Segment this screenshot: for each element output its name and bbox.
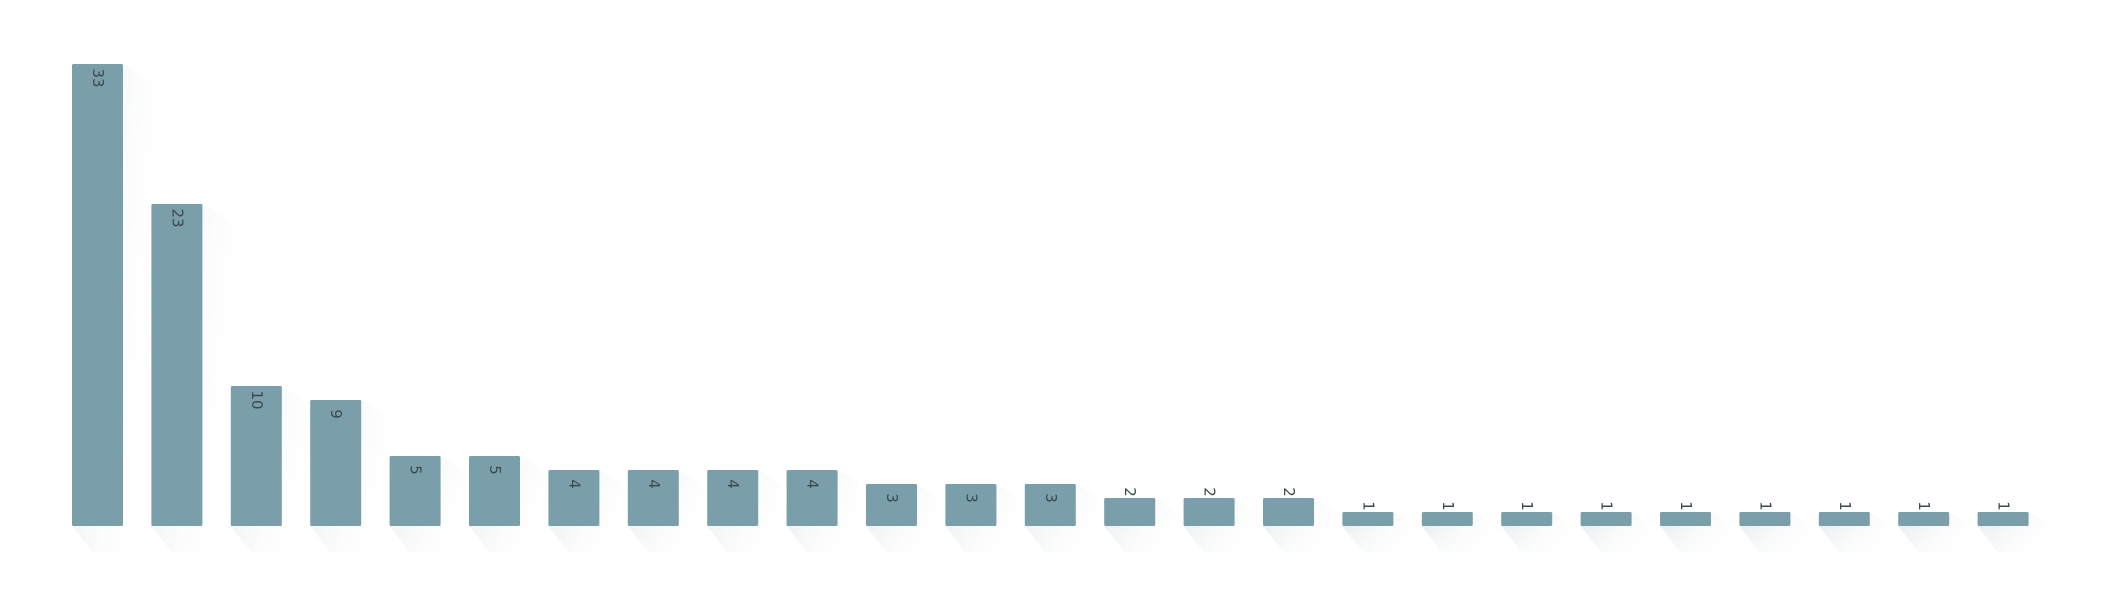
data-label: 33	[89, 68, 107, 87]
bar	[1501, 512, 1553, 526]
data-label: 4	[565, 479, 583, 489]
data-label: 10	[248, 390, 266, 409]
bar	[1580, 512, 1632, 526]
data-label: 2	[1121, 487, 1139, 497]
bar	[627, 470, 679, 526]
bar	[1739, 512, 1791, 526]
data-label: 3	[1042, 493, 1060, 503]
data-label: 1	[1518, 501, 1536, 511]
bar	[1977, 512, 2029, 526]
data-label: 4	[804, 479, 822, 489]
data-label: 2	[1201, 487, 1219, 497]
bar	[310, 400, 362, 526]
data-label: 1	[1756, 501, 1774, 511]
data-label: 4	[645, 479, 663, 489]
data-label: 5	[407, 465, 425, 475]
data-label: 1	[1439, 501, 1457, 511]
bar	[1104, 498, 1156, 526]
bar	[1342, 512, 1394, 526]
bar	[548, 470, 600, 526]
bar	[945, 484, 997, 526]
data-label: 4	[724, 479, 742, 489]
bar	[707, 470, 759, 526]
data-label: 3	[962, 493, 980, 503]
bar	[389, 456, 441, 526]
bar	[1818, 512, 1870, 526]
bar	[1024, 484, 1076, 526]
bar	[469, 456, 520, 526]
data-label: 5	[486, 465, 504, 475]
bar	[1421, 512, 1473, 526]
data-label: 1	[1995, 501, 2013, 511]
data-label: 1	[1359, 501, 1377, 511]
data-label: 9	[327, 409, 345, 419]
data-label: 1	[1677, 501, 1695, 511]
bar	[866, 484, 917, 526]
bar	[1183, 498, 1235, 526]
bar	[151, 204, 203, 526]
data-label: 1	[1598, 501, 1616, 511]
bar	[1898, 512, 1950, 526]
bar	[1660, 512, 1711, 526]
data-label: 1	[1836, 501, 1854, 511]
bar	[1263, 498, 1314, 526]
data-label: 1	[1915, 501, 1933, 511]
bar	[786, 470, 838, 526]
data-label: 23	[168, 208, 186, 227]
data-label: 3	[883, 493, 901, 503]
data-label: 2	[1280, 487, 1298, 497]
shadows	[72, 64, 2071, 552]
bar	[230, 386, 282, 526]
bar	[72, 64, 123, 526]
